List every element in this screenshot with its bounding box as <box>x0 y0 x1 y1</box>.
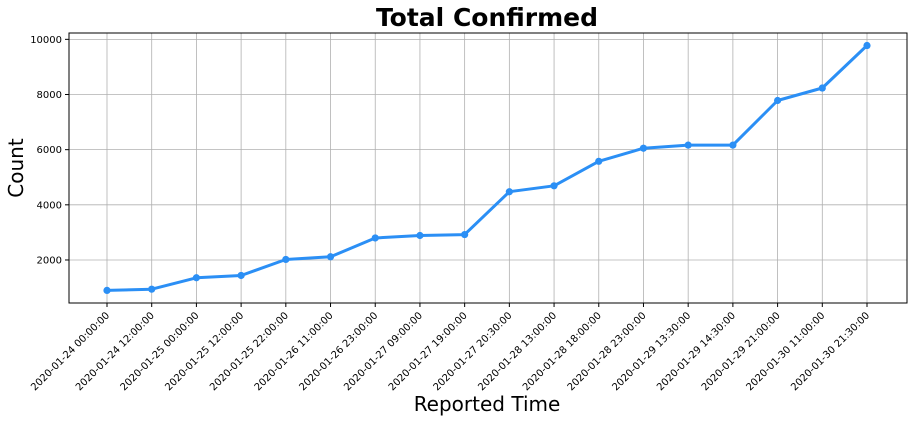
data-point <box>505 188 513 196</box>
data-point <box>148 285 156 293</box>
series-line <box>105 44 869 292</box>
data-point <box>550 182 558 190</box>
x-tick-label: 2020-01-28 18:00:00 <box>521 310 604 393</box>
data-point <box>282 255 290 264</box>
data-point <box>639 144 648 152</box>
x-tick-label: 2020-01-26 23:00:00 <box>297 310 380 393</box>
x-tick-label: 2020-01-26 11:00:00 <box>253 310 336 393</box>
x-tick-label: 2020-01-25 22:00:00 <box>208 310 291 393</box>
x-tick-label: 2020-01-24 12:00:00 <box>74 310 157 393</box>
y-axis-label: Count <box>4 138 28 198</box>
y-tick-label: 2000 <box>37 255 62 266</box>
y-axis: 2000 4000 6000 8000 10000 <box>30 35 69 266</box>
grid <box>69 33 907 303</box>
plot-area <box>68 32 908 304</box>
data-point <box>237 271 245 280</box>
x-tick-label: 2020-01-27 19:00:00 <box>387 310 470 393</box>
y-tick-label: 8000 <box>37 90 62 101</box>
x-tick-label: 2020-01-25 12:00:00 <box>163 310 246 393</box>
data-point <box>773 96 782 105</box>
chart-title: Total Confirmed <box>376 3 598 32</box>
data-point <box>729 141 737 149</box>
y-tick-label: 6000 <box>37 145 62 156</box>
x-tick-label: 2020-01-25 00:00:00 <box>119 310 202 393</box>
x-tick-label: 2020-01-28 13:00:00 <box>476 310 559 393</box>
data-point <box>103 286 111 294</box>
x-tick-label: 2020-01-24 00:00:00 <box>29 310 112 393</box>
x-tick-label: 2020-01-29 14:30:00 <box>655 310 738 393</box>
series <box>103 41 871 294</box>
data-point <box>684 141 692 149</box>
data-point <box>192 274 201 282</box>
x-tick-label: 2020-01-27 20:30:00 <box>432 310 515 393</box>
x-axis-label: Reported Time <box>414 392 561 416</box>
x-tick-label: 2020-01-30 11:00:00 <box>745 310 828 393</box>
data-point <box>863 41 871 50</box>
y-tick-label: 4000 <box>37 200 62 211</box>
data-point <box>371 234 379 242</box>
x-tick-label: 2020-01-29 13:30:00 <box>610 310 693 393</box>
x-tick-label: 2020-01-28 23:00:00 <box>566 310 649 393</box>
data-point <box>416 231 424 240</box>
x-tick-label: 2020-01-29 21:00:00 <box>700 310 783 393</box>
x-tick-label: 2020-01-27 09:00:00 <box>342 310 425 393</box>
data-point <box>461 230 469 239</box>
y-tick-label: 10000 <box>30 35 62 46</box>
data-point <box>326 253 335 261</box>
data-point <box>818 84 826 92</box>
data-point <box>595 157 603 165</box>
x-tick-label: 2020-01-30 21:30:00 <box>789 310 872 393</box>
